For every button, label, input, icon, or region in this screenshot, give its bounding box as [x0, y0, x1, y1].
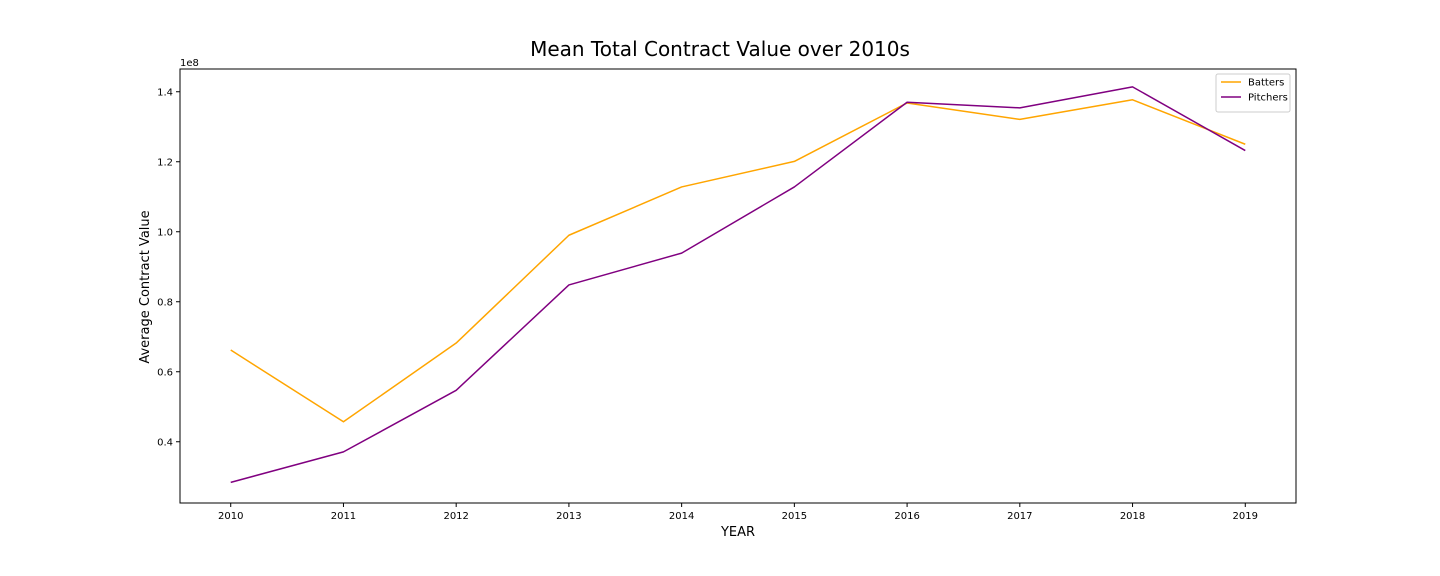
y-tick-label: 1.4: [157, 87, 173, 98]
x-tick-label: 2018: [1120, 511, 1145, 522]
x-tick-label: 2016: [894, 511, 919, 522]
x-tick-label: 2015: [782, 511, 807, 522]
y-tick-label: 1.0: [157, 227, 173, 238]
legend-box: [1215, 73, 1291, 113]
x-tick-label: 2014: [669, 511, 694, 522]
y-axis-label: Average Contract Value: [138, 210, 153, 363]
series-line-pitchers: [230, 86, 1246, 484]
ticks-layer: 2010 2011 2012 2013 2014 2015 2016 2017 2018 2019…: [157, 87, 1258, 522]
y-axis-offset-label: 1e8: [180, 58, 199, 69]
y-tick-label: 0.8: [157, 297, 173, 308]
legend-label-pitchers: Pitchers: [1248, 93, 1288, 104]
legend-label-batters: Batters: [1248, 78, 1284, 89]
chart-title: Mean Total Contract Value over 2010s: [530, 37, 910, 61]
x-tick-label: 2017: [1007, 511, 1032, 522]
y-tick-label: 0.6: [157, 367, 173, 378]
x-tick-label: 2011: [331, 511, 356, 522]
lines-layer: [230, 86, 1246, 484]
x-tick-label: 2019: [1233, 511, 1258, 522]
plot-frame: [179, 68, 1297, 504]
x-axis-label: YEAR: [720, 525, 755, 540]
x-tick-label: 2010: [218, 511, 243, 522]
series-line-batters: [230, 99, 1246, 423]
x-tick-label: 2012: [443, 511, 468, 522]
y-tick-label: 1.2: [157, 157, 173, 168]
y-tick-label: 0.4: [157, 437, 173, 448]
legend: Batters Pitchers: [1215, 73, 1291, 113]
x-tick-label: 2013: [556, 511, 581, 522]
